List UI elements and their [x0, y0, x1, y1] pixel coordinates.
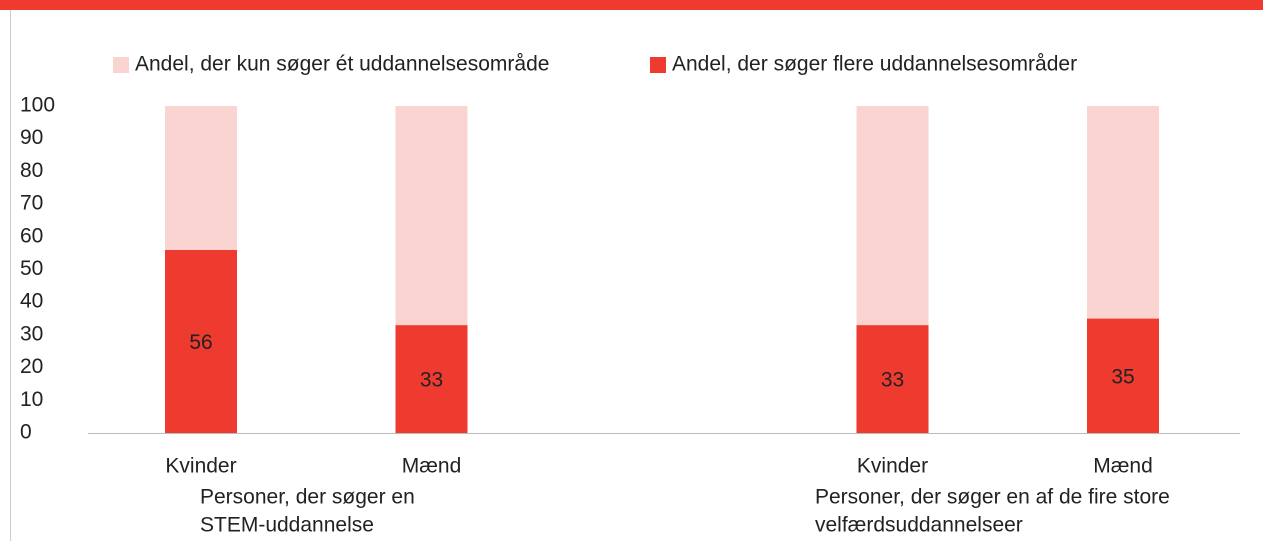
y-tick-label: 30 [20, 322, 43, 345]
legend-swatch [650, 57, 666, 73]
bar-segment [165, 106, 237, 250]
bar-segment [1087, 106, 1159, 319]
group-label: Personer, der søger en af de fire store [815, 486, 1170, 509]
x-tick-label: Mænd [1093, 455, 1153, 478]
legend-label: Andel, der søger flere uddannelsesområde… [672, 53, 1077, 76]
group-label: velfærdsuddannelseer [815, 514, 1023, 537]
bar-segment [395, 106, 468, 326]
bar-segment [856, 325, 929, 433]
legend-label: Andel, der kun søger ét uddannelsesområd… [135, 53, 549, 76]
bar-segment [395, 325, 468, 433]
group-label: Personer, der søger en [200, 486, 415, 509]
data-label: 56 [189, 331, 212, 354]
y-tick-label: 100 [20, 94, 55, 117]
y-tick-label: 80 [20, 159, 43, 182]
y-tick-label: 10 [20, 388, 43, 411]
data-label: 35 [1111, 365, 1134, 388]
x-tick-label: Mænd [402, 455, 462, 478]
group-label: STEM-uddannelse [200, 514, 374, 537]
data-label: 33 [881, 369, 904, 392]
bar-segment [1087, 318, 1159, 433]
y-tick-label: 40 [20, 290, 43, 313]
y-tick-label: 50 [20, 257, 43, 280]
y-tick-label: 60 [20, 224, 43, 247]
y-tick-label: 20 [20, 355, 43, 378]
bar-segment [856, 106, 929, 326]
x-tick-label: Kvinder [857, 455, 928, 478]
bar-segment [165, 249, 237, 433]
data-label: 33 [420, 369, 443, 392]
y-tick-label: 90 [20, 126, 43, 149]
legend-swatch [113, 57, 129, 73]
x-tick-label: Kvinder [165, 455, 236, 478]
y-tick-label: 70 [20, 192, 43, 215]
top-banner [0, 0, 1263, 10]
y-tick-label: 0 [20, 421, 32, 444]
